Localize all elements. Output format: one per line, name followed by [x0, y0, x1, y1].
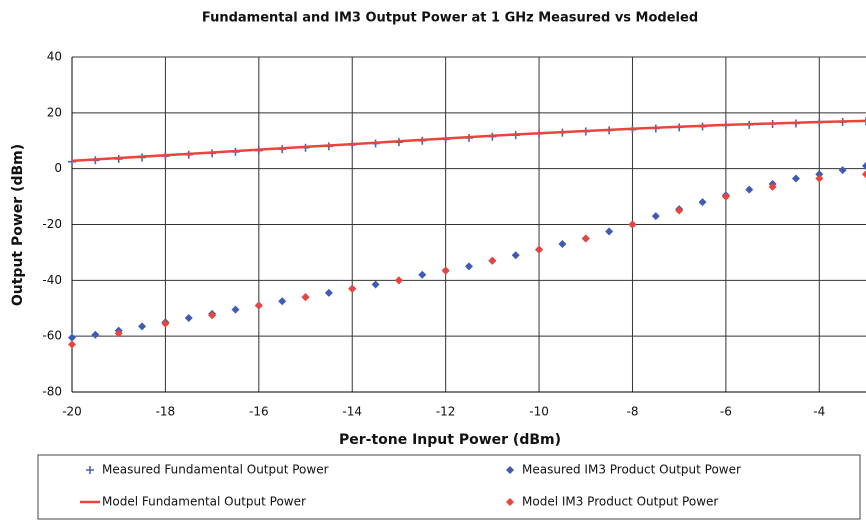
data-point: [605, 227, 614, 236]
data-point: [465, 262, 473, 271]
data-point: [68, 340, 76, 349]
data-point: [651, 212, 660, 221]
legend-label: Model Fundamental Output Power: [102, 495, 306, 509]
legend-label: Model IM3 Product Output Power: [522, 495, 718, 509]
data-point: [581, 234, 590, 243]
y-tick-label: -20: [42, 217, 62, 231]
data-point: [721, 192, 730, 201]
data-point: [184, 314, 193, 323]
legend-swatch: [506, 498, 514, 506]
data-point: [815, 170, 824, 179]
data-point: [838, 166, 847, 175]
data-point: [488, 256, 497, 265]
data-point: [628, 220, 637, 229]
x-tick-label: -14: [342, 405, 362, 419]
data-point: [511, 251, 520, 260]
x-tick-label: -4: [813, 405, 825, 419]
data-point: [394, 276, 403, 285]
data-point: [231, 305, 240, 314]
data-point: [791, 174, 800, 183]
x-tick-label: -16: [249, 405, 269, 419]
data-point: [441, 266, 450, 275]
chart-title: Fundamental and IM3 Output Power at 1 GH…: [202, 11, 698, 26]
legend-swatch: [86, 466, 94, 474]
data-point: [161, 319, 170, 328]
x-axis-label: Per-tone Input Power (dBm): [339, 432, 561, 448]
data-point: [675, 206, 684, 215]
y-tick-label: 40: [47, 50, 62, 64]
data-point: [745, 185, 754, 194]
data-point: [698, 198, 707, 207]
data-point: [558, 240, 567, 249]
x-tick-label: -6: [720, 405, 732, 419]
y-tick-label: -60: [42, 329, 62, 343]
data-point: [535, 245, 544, 254]
legend-label: Measured IM3 Product Output Power: [522, 463, 741, 477]
y-tick-label: 20: [47, 105, 62, 119]
data-point: [862, 161, 866, 170]
data-point: [862, 170, 866, 179]
y-tick-label: 0: [54, 161, 62, 175]
x-tick-label: -10: [529, 405, 549, 419]
y-tick-label: -40: [42, 273, 62, 287]
data-point: [815, 174, 824, 183]
data-point: [371, 280, 380, 289]
data-point: [324, 288, 333, 297]
legend-label: Measured Fundamental Output Power: [102, 463, 329, 477]
data-point: [91, 330, 100, 339]
data-point: [138, 322, 147, 331]
y-tick-label: -80: [42, 385, 62, 399]
x-tick-label: -8: [626, 405, 638, 419]
data-point: [301, 293, 310, 302]
series-line: [71, 119, 866, 163]
data-point: [208, 311, 217, 320]
x-tick-label: -20: [62, 405, 82, 419]
data-point: [418, 270, 427, 279]
data-point: [768, 182, 777, 191]
data-point: [278, 297, 287, 306]
legend-swatch: [506, 466, 514, 474]
data-point: [348, 284, 357, 293]
data-point: [68, 333, 76, 342]
data-point: [254, 301, 263, 310]
legend-box: [37, 454, 861, 520]
data-point: [114, 329, 123, 338]
x-tick-label: -12: [436, 405, 456, 419]
y-axis-label: Output Power (dBm): [10, 144, 26, 306]
x-tick-label: -18: [156, 405, 176, 419]
